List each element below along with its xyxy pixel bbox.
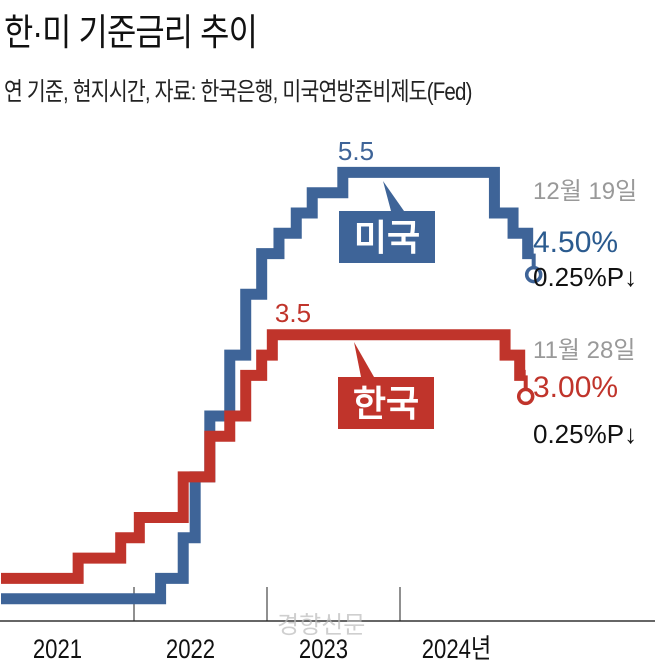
watermark: 경향신문 (277, 612, 365, 639)
peak-label: 5.5 (338, 136, 374, 166)
chart-subtitle: 연 기준, 현지시간, 자료: 한국은행, 미국연방준비제도(Fed) (4, 78, 472, 106)
annotation-date: 12월 19일 (533, 178, 637, 205)
end-marker-circle (516, 387, 535, 406)
series-line-korea (1, 329, 526, 584)
legend-label: 미국 (354, 217, 420, 258)
annotation-value: 3.00% (533, 371, 618, 404)
legend-label: 한국 (353, 383, 419, 424)
annotation-change: 0.25%P↓ (533, 419, 637, 449)
annotation-change: 0.25%P↓ (533, 262, 637, 292)
peak-label: 3.5 (275, 298, 311, 328)
annotation-date: 11월 28일 (533, 337, 635, 364)
x-tick-label: 2021 (33, 635, 82, 664)
legend-box-us (339, 211, 435, 263)
chart-title: 한·미 기준금리 추이 (4, 12, 258, 53)
x-tick-label: 2024년 (422, 634, 492, 664)
series-line-us (1, 166, 534, 605)
legend-box-korea (338, 377, 434, 429)
callout-tail (383, 181, 404, 211)
x-tick-label: 2023 (299, 635, 348, 664)
x-axis: 2021 2022 2023 2024년 (0, 587, 655, 664)
annotation-value: 4.50% (533, 226, 618, 259)
series-layer (0, 166, 543, 605)
callout-tail (354, 342, 374, 377)
x-tick-label: 2022 (166, 635, 215, 664)
end-marker-circle (524, 265, 543, 284)
